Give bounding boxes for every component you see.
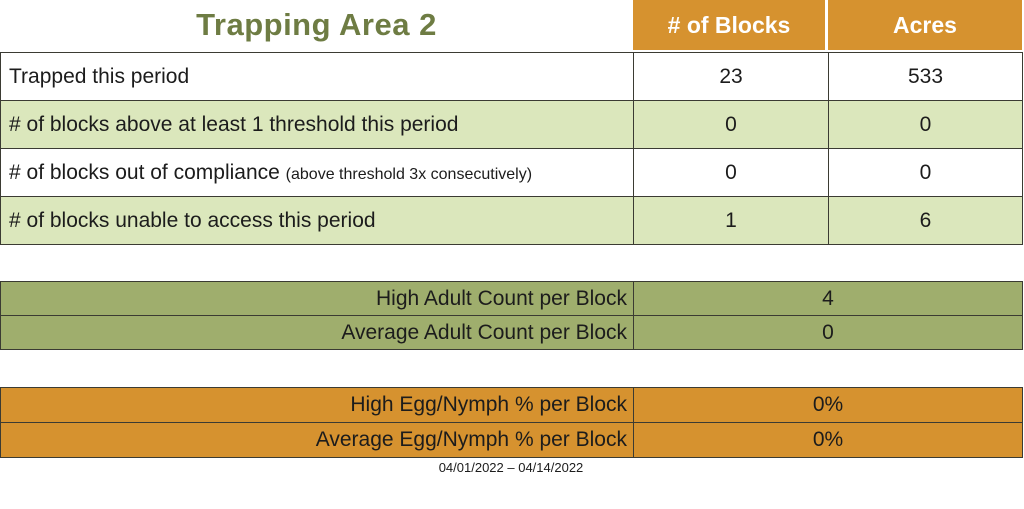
column-header-acres: Acres (828, 0, 1022, 50)
row-label: # of blocks out of compliance (above thr… (0, 148, 634, 197)
egg-average-row: Average Egg/Nymph % per Block 0% (0, 422, 1023, 458)
row-label: # of blocks above at least 1 threshold t… (0, 100, 634, 149)
title-cell: Trapping Area 2 (0, 0, 633, 50)
blocks-value: 23 (633, 52, 829, 101)
row-value: 0 (633, 315, 1023, 350)
acres-value: 533 (828, 52, 1023, 101)
adult-count-table: High Adult Count per Block 4 Average Adu… (0, 281, 1023, 350)
row-label: High Egg/Nymph % per Block (0, 387, 634, 423)
summary-row-out-of-compliance: # of blocks out of compliance (above thr… (0, 148, 1023, 197)
egg-nymph-table: High Egg/Nymph % per Block 0% Average Eg… (0, 387, 1023, 458)
summary-row-above-threshold: # of blocks above at least 1 threshold t… (0, 100, 1023, 149)
report-header-row: Trapping Area 2 # of Blocks Acres (0, 0, 1022, 50)
row-label: Average Adult Count per Block (0, 315, 634, 350)
date-range: 04/01/2022 – 04/14/2022 (438, 460, 584, 475)
summary-table: Trapped this period 23 533 # of blocks a… (0, 52, 1023, 245)
acres-value: 6 (828, 196, 1023, 245)
row-value: 0% (633, 422, 1023, 458)
egg-high-row: High Egg/Nymph % per Block 0% (0, 387, 1023, 423)
column-header-blocks: # of Blocks (633, 0, 828, 50)
row-label: # of blocks unable to access this period (0, 196, 634, 245)
row-label: Trapped this period (0, 52, 634, 101)
blocks-value: 1 (633, 196, 829, 245)
row-label: High Adult Count per Block (0, 281, 634, 316)
acres-value: 0 (828, 148, 1023, 197)
row-label: Average Egg/Nymph % per Block (0, 422, 634, 458)
acres-value: 0 (828, 100, 1023, 149)
adult-high-row: High Adult Count per Block 4 (0, 281, 1023, 316)
adult-average-row: Average Adult Count per Block 0 (0, 315, 1023, 350)
summary-row-unable-to-access: # of blocks unable to access this period… (0, 196, 1023, 245)
summary-row-trapped: Trapped this period 23 533 (0, 52, 1023, 101)
blocks-value: 0 (633, 100, 829, 149)
row-label-note: (above threshold 3x consecutively) (285, 165, 533, 183)
blocks-value: 0 (633, 148, 829, 197)
row-value: 4 (633, 281, 1023, 316)
page-title: Trapping Area 2 (196, 7, 437, 42)
row-value: 0% (633, 387, 1023, 423)
